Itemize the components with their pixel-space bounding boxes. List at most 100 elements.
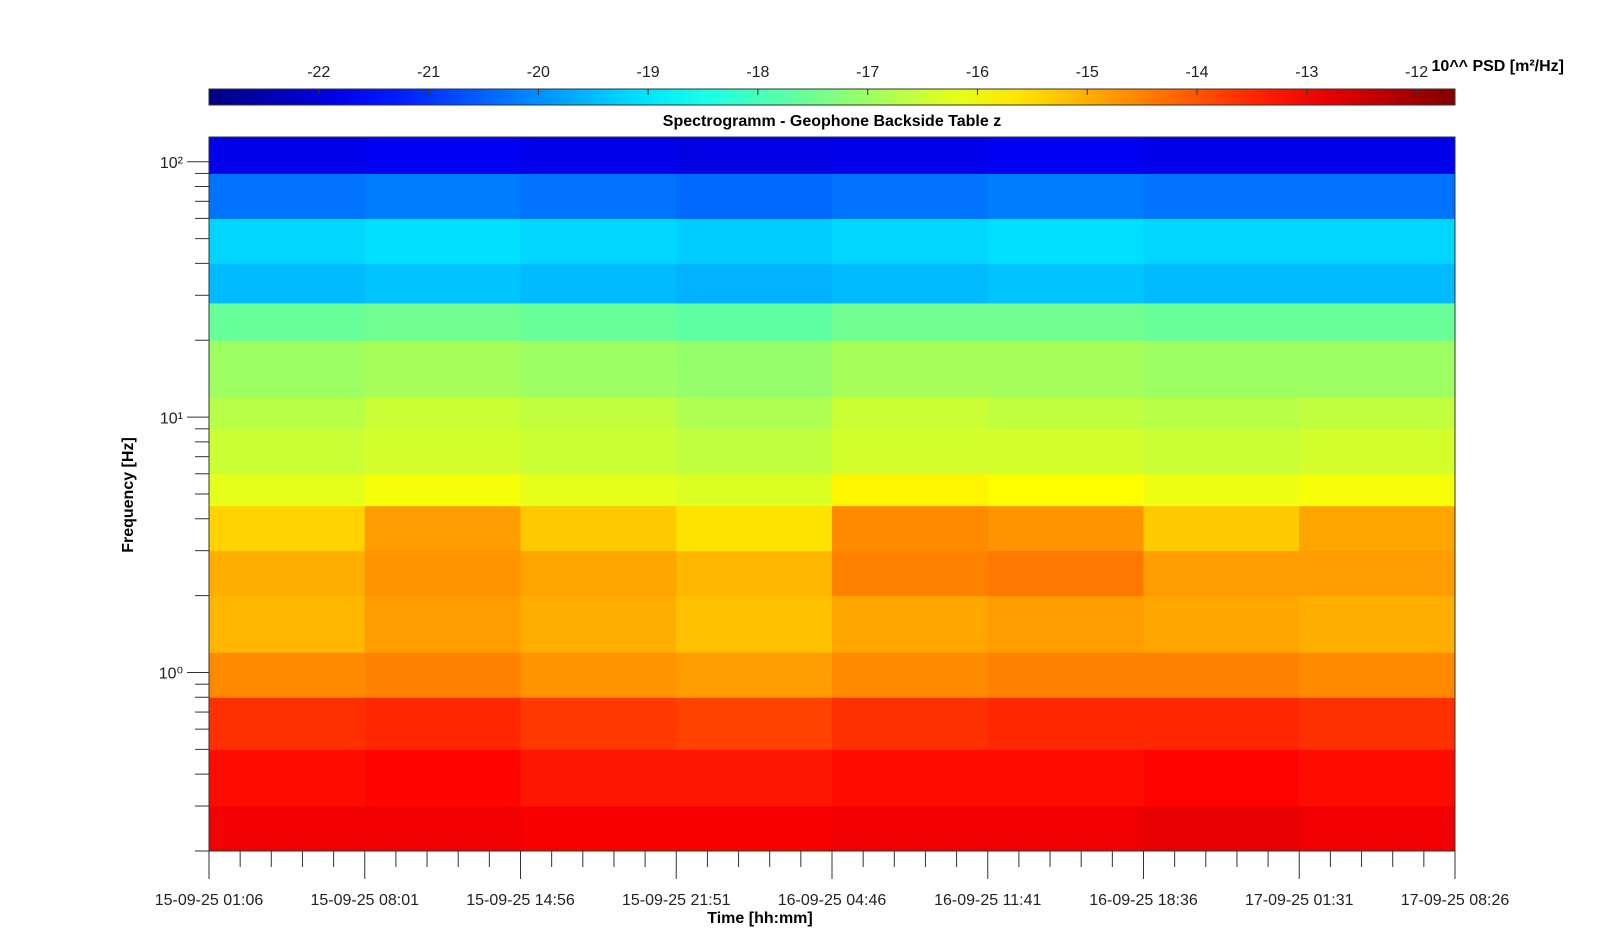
heat-cell xyxy=(1299,550,1456,597)
heat-cell xyxy=(1143,749,1300,807)
heat-cell xyxy=(364,473,521,507)
x-tick-label: 16-09-25 11:41 xyxy=(934,892,1041,909)
heat-cell xyxy=(676,340,833,398)
heat-cell xyxy=(1143,137,1300,174)
heat-cell xyxy=(987,550,1144,597)
heat-cell xyxy=(209,550,366,597)
heat-cell xyxy=(520,806,677,852)
heat-cell xyxy=(1143,652,1300,698)
heat-cell xyxy=(364,302,521,341)
x-tick-label: 15-09-25 08:01 xyxy=(310,892,419,909)
heat-cell xyxy=(364,396,521,430)
heat-cell xyxy=(832,396,989,430)
heat-cell xyxy=(520,428,677,475)
y-axis-label: Frequency [Hz] xyxy=(120,437,137,553)
heat-cell xyxy=(987,263,1144,304)
heat-cell xyxy=(1299,806,1456,852)
heat-cell xyxy=(520,697,677,750)
heat-cell xyxy=(832,652,989,698)
heat-cell xyxy=(364,749,521,807)
heat-cell xyxy=(520,473,677,507)
heat-cell xyxy=(520,218,677,264)
heat-cell xyxy=(676,806,833,852)
x-tick-label: 17-09-25 01:31 xyxy=(1245,892,1354,909)
heat-cell xyxy=(520,302,677,341)
heat-cell xyxy=(676,396,833,430)
heat-cell xyxy=(987,302,1144,341)
heat-cell xyxy=(676,697,833,750)
heat-cell xyxy=(364,505,521,552)
heat-cell xyxy=(987,340,1144,398)
heat-cell xyxy=(1143,302,1300,341)
x-tick-label: 17-09-25 08:26 xyxy=(1401,892,1510,909)
heat-cell xyxy=(832,173,989,219)
heat-cell xyxy=(1143,396,1300,430)
heat-cell xyxy=(520,396,677,430)
heat-cell xyxy=(364,550,521,597)
heat-cell xyxy=(209,137,366,174)
colorbar-tick-label: -14 xyxy=(1185,64,1208,81)
heat-cell xyxy=(209,595,366,653)
heat-cell xyxy=(832,595,989,653)
heat-cell xyxy=(209,173,366,219)
heat-cell xyxy=(987,218,1144,264)
heat-cell xyxy=(209,263,366,304)
heat-cell xyxy=(676,428,833,475)
heat-cell xyxy=(987,428,1144,475)
heat-cell xyxy=(676,263,833,304)
heat-cell xyxy=(520,550,677,597)
heat-cell xyxy=(832,806,989,852)
chart-title: Spectrogramm - Geophone Backside Table z xyxy=(663,113,1001,130)
heat-cell xyxy=(1299,428,1456,475)
heat-cell xyxy=(364,263,521,304)
x-tick-label: 15-09-25 01:06 xyxy=(155,892,264,909)
heat-cell xyxy=(1299,652,1456,698)
heat-cell xyxy=(832,505,989,552)
heat-cell xyxy=(209,473,366,507)
colorbar-tick-label: -15 xyxy=(1076,64,1099,81)
heat-cell xyxy=(1143,550,1300,597)
y-tick-label: 10² xyxy=(160,155,184,172)
heat-cell xyxy=(1299,218,1456,264)
heat-cell xyxy=(676,505,833,552)
heat-cell xyxy=(832,263,989,304)
heat-cell xyxy=(676,595,833,653)
colorbar-tick-label: -21 xyxy=(417,64,440,81)
heat-cell xyxy=(676,550,833,597)
colorbar-tick-label: -20 xyxy=(527,64,550,81)
x-tick-label: 15-09-25 21:51 xyxy=(622,892,731,909)
heat-cell xyxy=(364,218,521,264)
heat-cell xyxy=(209,428,366,475)
heat-cell xyxy=(1299,396,1456,430)
heat-cell xyxy=(676,749,833,807)
heat-cell xyxy=(1143,218,1300,264)
heat-cell xyxy=(209,806,366,852)
heat-cell xyxy=(1143,595,1300,653)
heat-cell xyxy=(987,505,1144,552)
heat-cell xyxy=(676,652,833,698)
colorbar-tick-label: -19 xyxy=(637,64,660,81)
heat-cell xyxy=(832,302,989,341)
heat-cell xyxy=(1143,473,1300,507)
heat-cell xyxy=(1299,340,1456,398)
heat-cell xyxy=(1299,137,1456,174)
heat-cell xyxy=(520,652,677,698)
colorbar-tick-label: -18 xyxy=(746,64,769,81)
heat-cell xyxy=(520,173,677,219)
heat-cell xyxy=(832,697,989,750)
heat-cell xyxy=(364,428,521,475)
heat-cell xyxy=(209,652,366,698)
heat-cell xyxy=(1299,697,1456,750)
heat-cell xyxy=(832,137,989,174)
heat-cell xyxy=(209,340,366,398)
heat-cell xyxy=(364,595,521,653)
heat-cell xyxy=(520,137,677,174)
heat-cell xyxy=(987,652,1144,698)
heat-cell xyxy=(676,302,833,341)
heat-cell xyxy=(1143,697,1300,750)
heat-cell xyxy=(987,806,1144,852)
heat-cell xyxy=(364,652,521,698)
heat-cell xyxy=(1143,340,1300,398)
heat-cell xyxy=(676,173,833,219)
